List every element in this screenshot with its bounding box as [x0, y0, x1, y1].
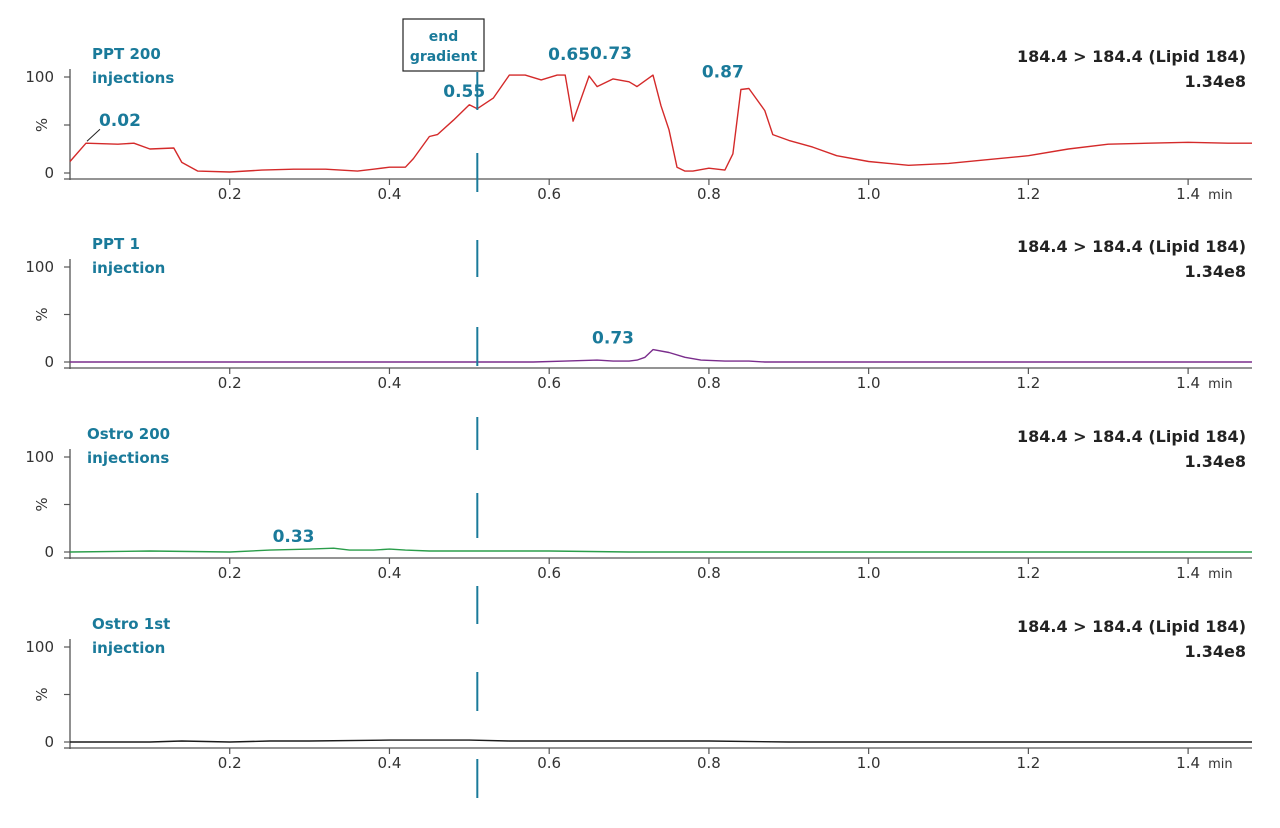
x-tick-label: 1.4	[1176, 185, 1200, 203]
y-tick-label: 0	[44, 543, 54, 561]
intensity-label: 1.34e8	[1185, 452, 1246, 471]
y-axis-label: %	[33, 118, 51, 132]
x-unit-label: min	[1208, 188, 1233, 203]
y-tick-label: 100	[25, 448, 54, 466]
mrm-transition-label: 184.4 > 184.4 (Lipid 184)	[1017, 617, 1246, 636]
x-tick-label: 0.6	[537, 564, 561, 582]
panel-title-line1: Ostro 200	[87, 425, 170, 443]
chromatogram-panel-2: 100 0% 0.2 0.4 0.6 0.8 1.0 1.2 1.4 min PPT 1 inject…	[25, 235, 1252, 392]
panel-title-line2: injections	[87, 449, 169, 467]
peak-annotation: 0.55	[443, 82, 485, 102]
annotation-leader	[86, 128, 101, 142]
x-tick-label: 1.2	[1016, 754, 1040, 772]
x-tick-label: 0.4	[378, 185, 402, 203]
mrm-transition-label: 184.4 > 184.4 (Lipid 184)	[1017, 237, 1246, 256]
panel-title-line1: PPT 1	[92, 235, 140, 253]
x-tick-label: 1.4	[1176, 564, 1200, 582]
panel-title-line2: injections	[92, 69, 174, 87]
mrm-transition-label: 184.4 > 184.4 (Lipid 184)	[1017, 47, 1246, 66]
x-tick-label: 0.6	[537, 374, 561, 392]
intensity-label: 1.34e8	[1185, 72, 1246, 91]
x-tick-label: 1.0	[857, 754, 881, 772]
y-axis-label: %	[33, 497, 51, 511]
intensity-label: 1.34e8	[1185, 262, 1246, 281]
chromatogram-panel-4: 100 0% 0.2 0.4 0.6 0.8 1.0 1.2 1.4 min Ostro 1st in…	[25, 615, 1252, 772]
chromatogram-panel-3: 100 0% 0.2 0.4 0.6 0.8 1.0 1.2 1.4 min Ostro 200 in…	[25, 425, 1252, 582]
x-tick-label: 0.6	[537, 185, 561, 203]
y-tick-label: 0	[44, 733, 54, 751]
x-tick-label: 1.2	[1016, 185, 1040, 203]
x-tick-label: 0.2	[218, 185, 242, 203]
peak-annotation: 0.65	[548, 45, 590, 65]
x-tick-label: 0.2	[218, 564, 242, 582]
x-tick-label: 0.4	[378, 564, 402, 582]
x-tick-label: 1.4	[1176, 374, 1200, 392]
x-unit-label: min	[1208, 567, 1233, 582]
intensity-label: 1.34e8	[1185, 642, 1246, 661]
x-tick-label: 0.2	[218, 754, 242, 772]
y-tick-label: 0	[44, 164, 54, 182]
chromatogram-trace	[70, 739, 1252, 743]
y-tick-label: 100	[25, 258, 54, 276]
x-tick-label: 1.2	[1016, 374, 1040, 392]
x-tick-label: 0.8	[697, 754, 721, 772]
peak-annotation: 0.73	[592, 329, 634, 349]
x-tick-label: 0.2	[218, 374, 242, 392]
x-unit-label: min	[1208, 377, 1233, 392]
panel-title-line2: injection	[92, 259, 165, 277]
chromatogram-panel-1: 100 0% 0.2 0.4 0.6 0.8 1.0 1.2 1.4 min PPT 200 inje…	[25, 44, 1252, 203]
x-tick-label: 1.0	[857, 374, 881, 392]
x-tick-label: 0.4	[378, 374, 402, 392]
y-tick-label: 0	[44, 353, 54, 371]
y-axis-label: %	[33, 307, 51, 321]
x-tick-label: 0.8	[697, 185, 721, 203]
mrm-transition-label: 184.4 > 184.4 (Lipid 184)	[1017, 427, 1246, 446]
y-tick-label: 100	[25, 638, 54, 656]
chromatogram-trace	[70, 348, 1252, 363]
x-tick-label: 1.4	[1176, 754, 1200, 772]
chromatogram-trace	[69, 547, 1252, 553]
peak-annotation: 0.33	[273, 527, 315, 547]
panel-title-line2: injection	[92, 639, 165, 657]
x-tick-label: 1.2	[1016, 564, 1040, 582]
panel-title-line1: PPT 200	[92, 45, 161, 63]
peak-annotation: 0.87	[702, 63, 744, 83]
x-tick-label: 0.8	[697, 374, 721, 392]
x-tick-label: 0.4	[378, 754, 402, 772]
x-tick-label: 0.8	[697, 564, 721, 582]
y-tick-label: 100	[25, 68, 54, 86]
x-tick-label: 1.0	[857, 564, 881, 582]
y-axis-label: %	[33, 687, 51, 701]
end-gradient-box	[402, 18, 485, 72]
end-gradient-label-line2: gradient	[410, 49, 478, 65]
end-gradient-label-line1: end	[429, 29, 458, 45]
panel-title-line1: Ostro 1st	[92, 615, 170, 633]
end-gradient-callout: end gradient	[402, 18, 485, 72]
peak-annotation: 0.02	[99, 111, 141, 131]
x-unit-label: min	[1208, 757, 1233, 772]
peak-annotation: 0.73	[590, 44, 632, 64]
x-tick-label: 1.0	[857, 185, 881, 203]
x-tick-label: 0.6	[537, 754, 561, 772]
chromatogram-trace	[69, 74, 1252, 173]
